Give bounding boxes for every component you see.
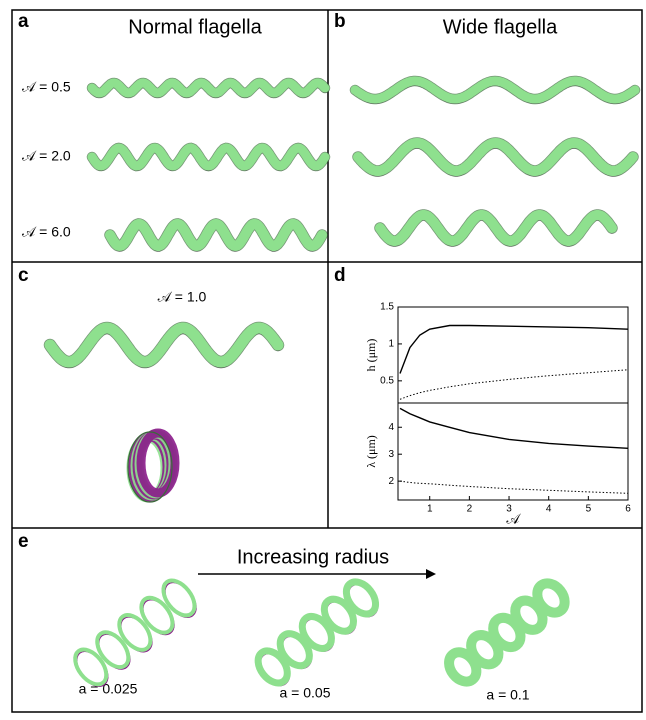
helix-coil (139, 595, 175, 635)
helix-coil (254, 647, 291, 687)
y-tick-label: 1.5 (380, 302, 394, 313)
data-line (399, 369, 629, 400)
helix (254, 578, 380, 687)
helix-coil (117, 613, 153, 652)
plot: 0.5 1 1.5 h (μm) 2 3 4 1 2 3 4 5 6 λ (μm) 𝒜 (364, 302, 631, 527)
flagellum (44, 322, 284, 368)
flagellum (105, 218, 327, 252)
y-tick-label: 2 (388, 476, 394, 487)
axes-frame (397, 306, 629, 404)
arrow (198, 569, 436, 579)
helix-coil (73, 647, 109, 687)
panel-title: Normal flagella (128, 16, 262, 38)
label: a = 0.05 (280, 685, 331, 701)
panel-letter: a (18, 11, 29, 32)
x-tick-label: 4 (546, 504, 552, 515)
label: 𝒜 = 0.5 (22, 79, 71, 95)
helix-coil (161, 578, 197, 618)
y-tick-label: 4 (388, 422, 394, 433)
data-line (399, 480, 629, 494)
panel-letter: b (334, 11, 346, 32)
panel-letter: c (18, 265, 29, 286)
helix-coil (95, 630, 131, 670)
panel-title: Wide flagella (443, 16, 558, 38)
y-tick-label: 0.5 (380, 375, 394, 386)
panel-letter: d (334, 265, 346, 286)
y-tick-label: 3 (388, 449, 394, 460)
flagellum (87, 78, 330, 98)
helix (444, 578, 570, 687)
helix (73, 578, 197, 687)
flagellum (350, 76, 640, 104)
axes-frame (397, 402, 629, 501)
panel-title: Increasing radius (237, 546, 389, 568)
flagella-illustrations (43, 75, 641, 687)
x-tick-label: 2 (467, 504, 473, 515)
label: a = 0.025 (79, 681, 138, 697)
helix-coil (342, 578, 380, 618)
helix-coil (298, 612, 335, 652)
flagellum (353, 137, 638, 176)
x-tick-label: 6 (625, 504, 631, 515)
x-tick-label: 1 (427, 504, 433, 515)
data-line (399, 324, 629, 374)
helix-coil (276, 630, 313, 670)
label: 𝒜 = 6.0 (22, 224, 71, 240)
label: 𝒜 = 2.0 (22, 148, 71, 164)
panel-borders (11, 9, 643, 713)
label: a = 0.1 (486, 687, 529, 703)
y-axis-label: h (μm) (364, 339, 378, 372)
flagellum (87, 143, 330, 171)
panel-letter: e (18, 531, 29, 552)
x-tick-label: 3 (506, 504, 512, 515)
x-tick-label: 5 (586, 504, 592, 515)
label: 𝒜 = 1.0 (158, 289, 207, 305)
y-tick-label: 1 (388, 339, 394, 350)
y-axis-label: λ (μm) (364, 435, 378, 468)
flagellum (375, 210, 617, 246)
helix-coil (532, 578, 570, 618)
data-line (399, 407, 629, 449)
x-axis-label: 𝒜 (506, 511, 521, 527)
helix-coil (320, 595, 357, 635)
helix-ring-outline (127, 431, 173, 503)
helix-ring (136, 428, 180, 498)
